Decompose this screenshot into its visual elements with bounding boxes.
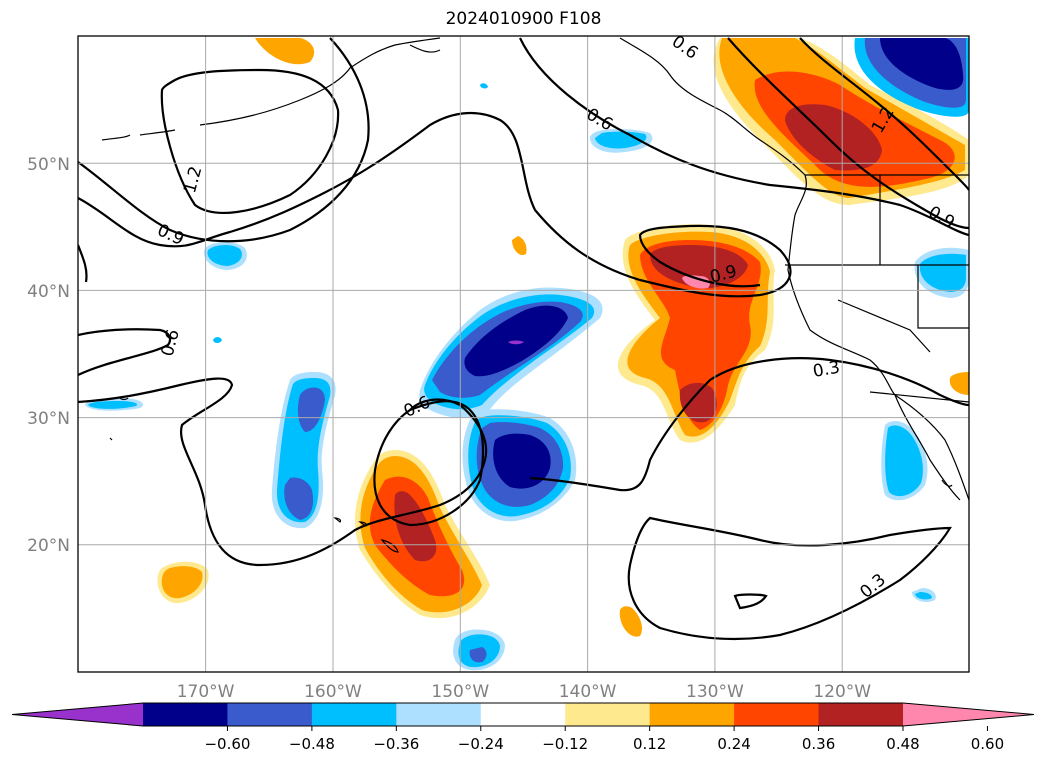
- lon-labels: 170°W 160°W 150°W 140°W 130°W 120°W: [177, 682, 872, 702]
- lon-label: 130°W: [686, 682, 744, 702]
- colorbar-tick-label: 0.60: [971, 735, 1004, 753]
- colorbar-extend-min: [12, 703, 143, 726]
- lon-label: 140°W: [559, 682, 617, 702]
- colorbar-tick-label: 0.12: [633, 735, 666, 753]
- colorbar-extend-max: [903, 703, 1034, 726]
- colorbar-segment: [734, 703, 820, 726]
- colorbar-tick-label: −0.60: [204, 735, 250, 753]
- lat-label: 50°N: [27, 155, 70, 175]
- contour-label: 0.6: [158, 327, 184, 358]
- colorbar-segment: [396, 703, 482, 726]
- lon-label: 170°W: [177, 682, 235, 702]
- lon-label: 120°W: [813, 682, 871, 702]
- lat-labels: 50°N 40°N 30°N 20°N: [27, 155, 70, 556]
- graticule: [78, 36, 969, 672]
- contour-label: 0.3: [856, 570, 890, 603]
- colorbar-tick-label: −0.48: [289, 735, 335, 753]
- map-area: 0.6 0.6 0.6 0.6 0.9 0.9 0.9 1.2 1.2 0.3 …: [78, 36, 969, 672]
- colorbar-segment: [565, 703, 651, 726]
- colorbar-segment: [818, 703, 904, 726]
- lat-label: 20°N: [27, 536, 70, 556]
- colorbar-segment: [227, 703, 313, 726]
- lon-label: 160°W: [304, 682, 362, 702]
- colorbar-segment: [311, 703, 397, 726]
- lat-label: 30°N: [27, 409, 70, 429]
- colorbar-tick-label: 0.24: [717, 735, 750, 753]
- colorbar-outline: [11, 702, 1035, 727]
- contour-label: 1.2: [180, 164, 206, 195]
- colorbar-tick-label: 0.48: [886, 735, 919, 753]
- coastlines: [101, 37, 969, 553]
- contour-lines: [78, 37, 969, 641]
- colorbar-segment: [480, 703, 566, 726]
- colorbar-tick-label: −0.24: [458, 735, 504, 753]
- colorbar: −0.60 −0.48 −0.36 −0.24 −0.12 0.12 0.24 0.36 0.4…: [11, 702, 1035, 753]
- colorbar-tick-label: 0.36: [802, 735, 835, 753]
- colorbar-segment: [143, 703, 228, 726]
- colorbar-segment: [649, 703, 735, 726]
- contour-label: 0.3: [811, 358, 841, 382]
- colorbar-tick-label: −0.36: [373, 735, 419, 753]
- lat-label: 40°N: [27, 282, 70, 302]
- map-frame: [77, 35, 970, 673]
- lon-label: 150°W: [431, 682, 489, 702]
- map-title: 2024010900 F108: [445, 9, 602, 29]
- negative-anomaly-fill: [85, 38, 969, 671]
- colorbar-tick-label: −0.12: [542, 735, 588, 753]
